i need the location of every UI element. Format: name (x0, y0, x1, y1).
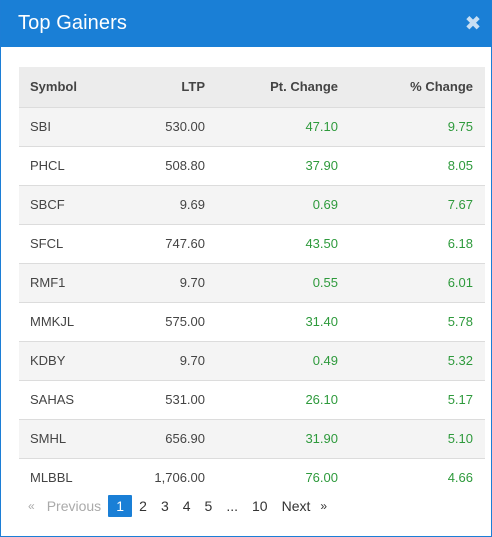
table-body: SBI 530.00 47.10 9.75 PHCL 508.80 37.90 … (19, 107, 485, 497)
next-page-button[interactable]: Next » (275, 495, 334, 517)
cell-pct-change: 5.78 (447, 314, 473, 329)
pagination-ellipsis: ... (226, 498, 239, 514)
table-row: KDBY 9.70 0.49 5.32 (19, 341, 485, 380)
page-button-10[interactable]: 10 (252, 498, 268, 514)
cell-symbol: KDBY (30, 353, 66, 368)
cell-ltp: 1,706.00 (154, 470, 205, 486)
cell-ltp: 656.90 (165, 431, 205, 446)
table-row: SBCF 9.69 0.69 7.67 (19, 185, 485, 224)
cell-symbol: RMF1 (30, 275, 66, 290)
cell-ltp: 530.00 (165, 119, 205, 134)
cell-symbol: SAHAS (30, 392, 75, 407)
table-row: MMKJL 575.00 31.40 5.78 (19, 302, 485, 341)
table-row: MLBBL 1,706.00 76.00 4.66 (19, 458, 485, 497)
cell-ltp: 747.60 (165, 236, 205, 251)
cell-ltp: 9.70 (179, 275, 205, 290)
double-chevron-left-icon: « (28, 499, 35, 513)
table-row: SMHL 656.90 31.90 5.10 (19, 419, 485, 458)
table-row: PHCL 508.80 37.90 8.05 (19, 146, 485, 185)
previous-label: Previous (46, 498, 102, 514)
close-icon[interactable]: ✖ (464, 12, 482, 35)
table-row: SAHAS 531.00 26.10 5.17 (19, 380, 485, 419)
cell-pct-change: 5.17 (447, 392, 473, 407)
cell-symbol: SBI (30, 119, 51, 134)
cell-pct-change: 9.75 (447, 119, 473, 134)
cell-ltp: 531.00 (165, 392, 205, 407)
next-label: Next (281, 498, 311, 514)
page-button-3[interactable]: 3 (160, 498, 169, 514)
cell-pt-change: 0.49 (312, 353, 338, 368)
cell-pct-change: 6.01 (447, 275, 473, 290)
previous-page-button[interactable]: « Previous (26, 495, 108, 517)
cell-pt-change: 47.10 (305, 119, 338, 134)
table-row: SBI 530.00 47.10 9.75 (19, 107, 485, 146)
cell-symbol: SBCF (30, 197, 65, 212)
page-button-1[interactable]: 1 (108, 495, 133, 517)
table-row: SFCL 747.60 43.50 6.18 (19, 224, 485, 263)
table-row: RMF1 9.70 0.55 6.01 (19, 263, 485, 302)
cell-symbol: MMKJL (30, 314, 75, 329)
modal-header: Top Gainers ✖ (1, 0, 491, 47)
cell-pt-change: 37.90 (305, 158, 338, 173)
gainers-table: Symbol LTP Pt. Change % Change SBI 530.0… (19, 67, 485, 497)
cell-ltp: 575.00 (165, 314, 205, 329)
cell-pt-change: 31.40 (305, 314, 338, 329)
cell-ltp: 9.69 (179, 197, 205, 212)
cell-symbol: MLBBL (30, 470, 73, 486)
cell-pct-change: 8.05 (447, 158, 473, 173)
cell-pct-change: 5.10 (447, 431, 473, 446)
column-header-symbol: Symbol (30, 79, 77, 95)
double-chevron-right-icon: » (320, 499, 328, 513)
cell-symbol: SMHL (30, 431, 67, 446)
page-button-5[interactable]: 5 (204, 498, 213, 514)
cell-pt-change: 26.10 (305, 392, 338, 407)
cell-pt-change: 43.50 (305, 236, 338, 251)
cell-pt-change: 0.55 (312, 275, 338, 290)
pagination: « Previous 1 2 3 4 5 ... 10 Next » (26, 494, 334, 518)
page-button-4[interactable]: 4 (182, 498, 191, 514)
cell-ltp: 9.70 (179, 353, 205, 368)
modal-title: Top Gainers (18, 12, 127, 34)
cell-pt-change: 0.69 (312, 197, 338, 212)
column-header-pt-change: Pt. Change (270, 79, 338, 95)
cell-pt-change: 76.00 (305, 470, 338, 486)
table-header-row: Symbol LTP Pt. Change % Change (19, 67, 485, 107)
page-button-2[interactable]: 2 (139, 498, 147, 514)
cell-ltp: 508.80 (165, 158, 205, 173)
column-header-ltp: LTP (181, 79, 205, 95)
cell-pct-change: 4.66 (447, 470, 473, 486)
cell-pct-change: 6.18 (447, 236, 473, 251)
cell-symbol: PHCL (30, 158, 65, 173)
cell-pct-change: 7.67 (447, 197, 473, 212)
cell-symbol: SFCL (30, 236, 64, 251)
gainers-table-container: Symbol LTP Pt. Change % Change SBI 530.0… (19, 67, 485, 497)
cell-pct-change: 5.32 (447, 353, 473, 368)
cell-pt-change: 31.90 (305, 431, 338, 446)
column-header-pct-change: % Change (410, 79, 473, 95)
